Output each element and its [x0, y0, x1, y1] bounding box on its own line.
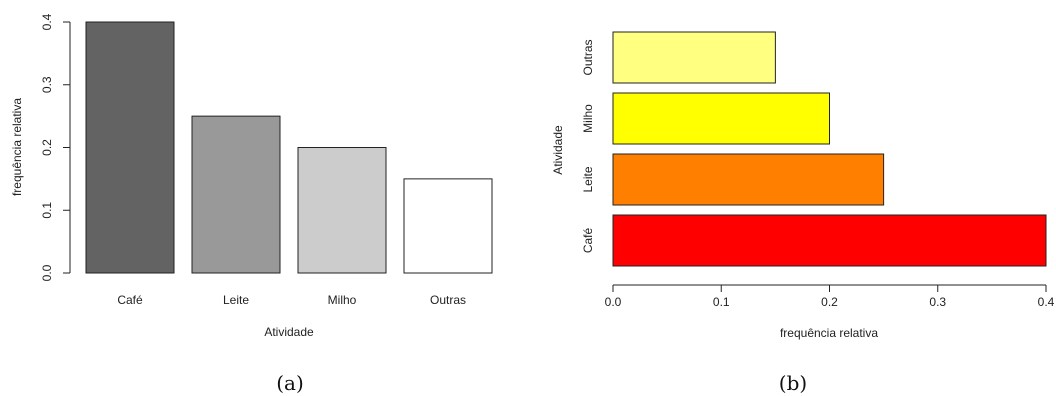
chart-b-bar-0 [612, 214, 1047, 267]
chart-b-bar-2 [612, 92, 830, 145]
chart-b-y-axis-label: Atividade [551, 125, 565, 175]
chart-a-y-tick-label-3: 0.3 [40, 76, 54, 93]
chart-b: 0.0 0.1 0.2 0.3 0.4 Café Leite Milho Outras fre… [551, 31, 1055, 395]
chart-b-bar-1 [612, 153, 885, 206]
chart-b-x-tick-label-0: 0.0 [605, 295, 622, 309]
chart-a-bar-2 [297, 147, 387, 274]
chart-a-y-ticks: 0.0 0.1 0.2 0.3 0.4 [40, 13, 70, 281]
chart-a-bars [85, 21, 493, 274]
chart-a-bar-1 [191, 115, 281, 274]
chart-a: 0.0 0.1 0.2 0.3 0.4 Café Leite Milho Outras Ati… [10, 13, 493, 395]
chart-a-caption: (a) [276, 371, 304, 395]
chart-a-y-axis-label: frequência relativa [10, 98, 24, 196]
chart-a-y-tick-label-1: 0.1 [40, 202, 54, 219]
chart-a-x-tick-label-3: Outras [430, 293, 466, 307]
chart-a-x-tick-labels: Café Leite Milho Outras [117, 293, 466, 307]
chart-a-x-tick-label-1: Leite [223, 293, 249, 307]
chart-a-bar-0 [85, 21, 175, 274]
chart-b-x-tick-label-3: 0.3 [929, 295, 946, 309]
chart-b-caption: (b) [779, 371, 807, 395]
chart-b-bar-3 [612, 31, 776, 84]
chart-b-y-tick-label-3: Outras [581, 39, 595, 75]
chart-b-x-axis-label: frequência relativa [780, 326, 878, 340]
chart-b-x-ticks: 0.0 0.1 0.2 0.3 0.4 [605, 285, 1055, 309]
chart-a-x-axis-label: Atividade [264, 325, 314, 339]
chart-b-x-tick-label-4: 0.4 [1038, 295, 1055, 309]
chart-b-x-tick-label-1: 0.1 [713, 295, 730, 309]
chart-b-y-tick-label-0: Café [581, 228, 595, 254]
chart-b-y-tick-label-2: Milho [581, 104, 595, 133]
chart-a-bar-3 [403, 178, 493, 274]
chart-a-y-tick-label-0: 0.0 [40, 264, 54, 281]
chart-b-bars [612, 31, 1047, 267]
chart-b-y-tick-labels: Café Leite Milho Outras [581, 39, 595, 253]
chart-b-y-tick-label-1: Leite [581, 166, 595, 192]
chart-b-x-tick-label-2: 0.2 [821, 295, 838, 309]
chart-a-x-tick-label-0: Café [117, 293, 143, 307]
chart-a-x-tick-label-2: Milho [328, 293, 357, 307]
chart-a-y-tick-label-2: 0.2 [40, 139, 54, 156]
chart-a-y-tick-label-4: 0.4 [40, 13, 54, 30]
